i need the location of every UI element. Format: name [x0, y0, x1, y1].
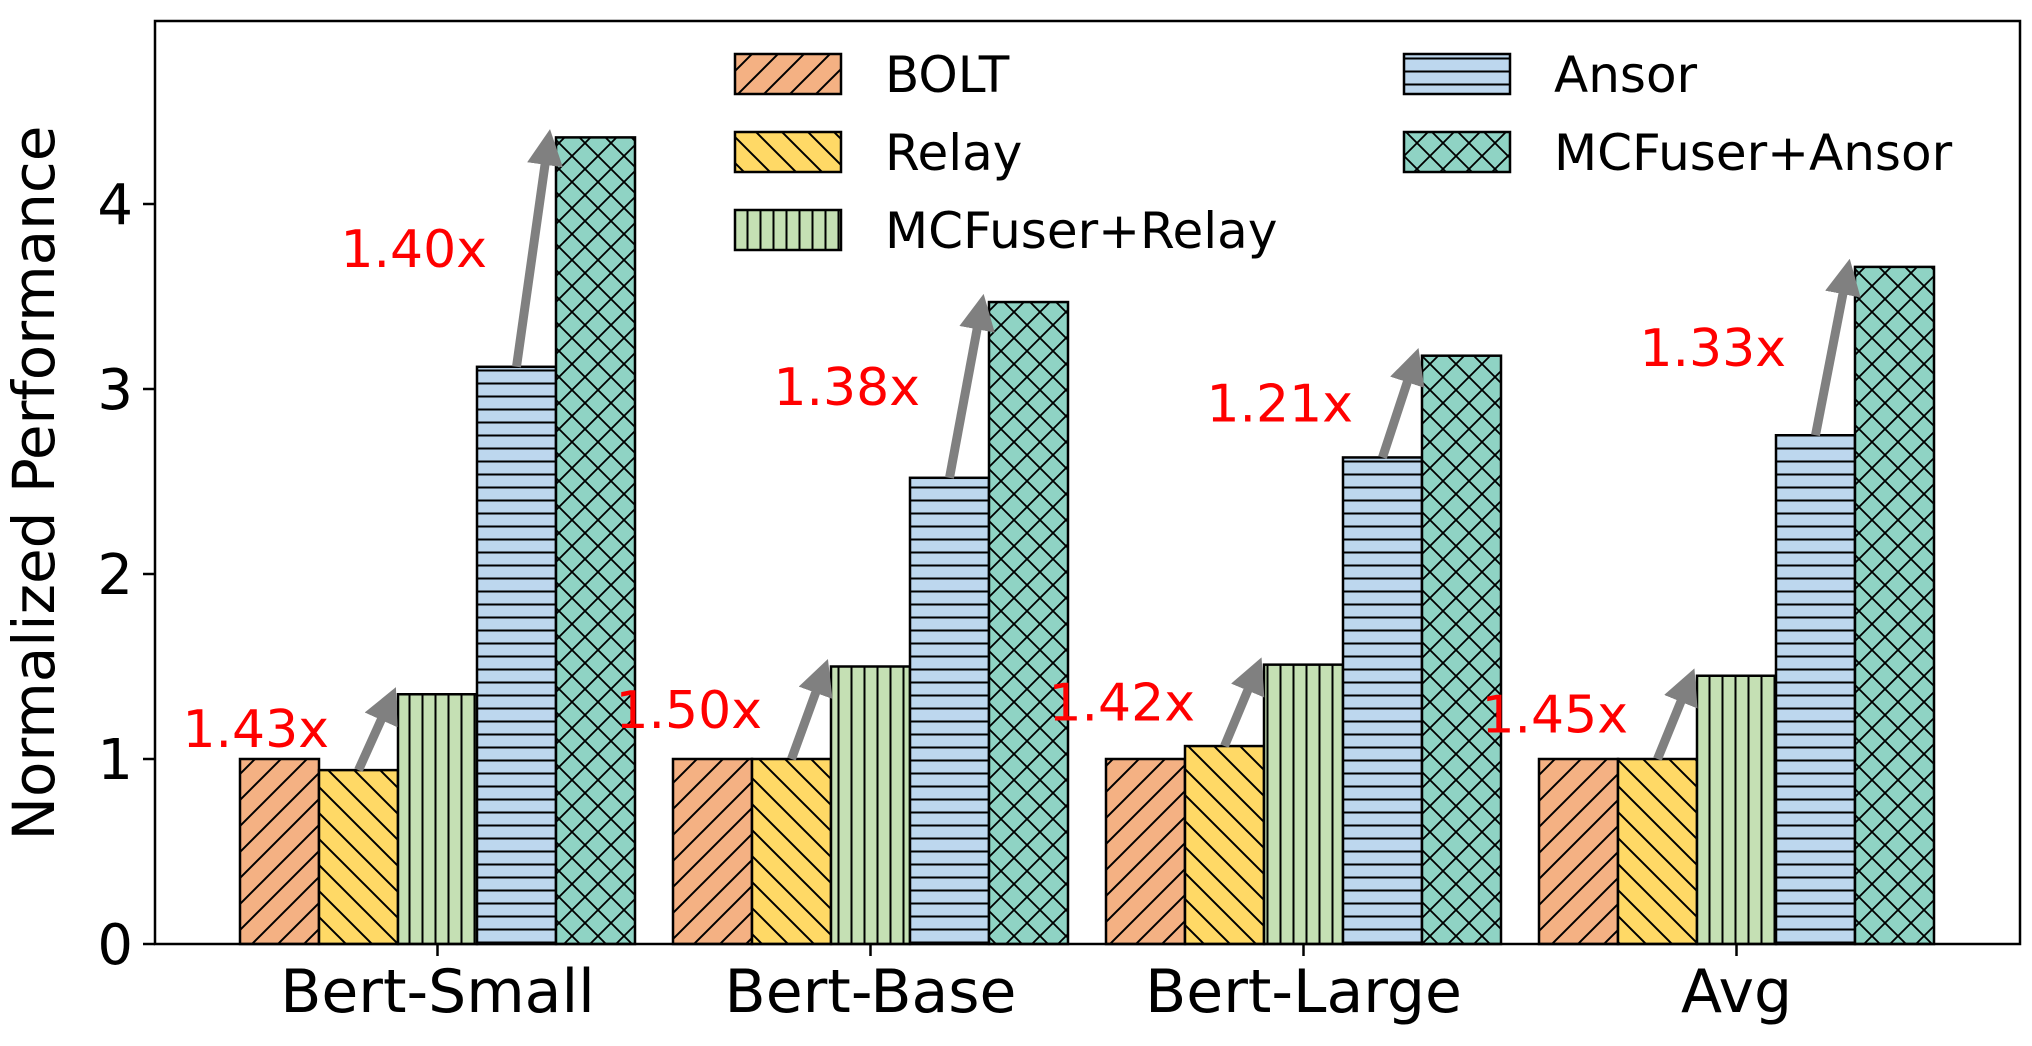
speedup-arrow: [1378, 348, 1425, 459]
speedup-arrow: [512, 129, 563, 368]
speedup-arrow: [1220, 657, 1265, 748]
annotation-arrows: 1.43x 1.40x 1.50x 1.38x 1.42x 1.21x 1.45x 1.33x: [182, 129, 1861, 772]
bar-hatch: [1853, 265, 1936, 946]
y-tick-label: 4: [97, 173, 133, 238]
speedup-label: 1.45x: [1481, 685, 1628, 745]
bar-hatch: [987, 300, 1070, 946]
legend-label: Ansor: [1554, 46, 1698, 104]
bar-hatch: [238, 757, 321, 946]
bar-hatch: [1183, 744, 1266, 946]
bar-hatch: [1341, 456, 1424, 946]
x-tick-label: Avg: [1681, 957, 1792, 1027]
bar-hatch: [750, 757, 833, 946]
legend-swatch-hatch: [1402, 52, 1512, 96]
y-axis-label: Normalized Performance: [0, 126, 68, 841]
speedup-arrow: [1653, 668, 1698, 761]
bar-hatch: [1420, 354, 1503, 946]
bar-hatch: [475, 365, 558, 946]
legend-swatch-hatch: [733, 52, 843, 96]
bar-hatch: [1616, 757, 1699, 946]
y-tick-label: 1: [97, 728, 133, 793]
speedup-label: 1.42x: [1048, 673, 1195, 733]
legend-label: BOLT: [885, 46, 1010, 104]
legend-swatch-hatch: [733, 130, 843, 174]
plot-frame: [153, 19, 2022, 946]
legend-label: Relay: [885, 124, 1022, 182]
x-tick-label: Bert-Large: [1145, 957, 1462, 1027]
y-tick-label: 3: [97, 358, 133, 423]
y-tick-label: 0: [97, 913, 133, 978]
bar-hatch: [317, 768, 400, 946]
legend-label: MCFuser+Relay: [885, 202, 1277, 260]
speedup-label: 1.21x: [1206, 375, 1353, 435]
bar-hatch: [1774, 434, 1857, 946]
bar-hatch: [396, 693, 479, 946]
bar-hatch: [1104, 757, 1187, 946]
y-tick-label: 2: [97, 543, 133, 608]
legend-swatch-hatch: [733, 208, 843, 252]
speedup-arrow: [1811, 258, 1861, 437]
speedup-label: 1.43x: [182, 700, 329, 760]
speedup-arrow: [787, 658, 833, 761]
x-tick-label: Bert-Base: [725, 957, 1017, 1027]
bar-hatch: [1262, 663, 1345, 946]
bar-hatch: [671, 757, 754, 946]
bar-hatch: [908, 476, 991, 946]
legend-label: MCFuser+Ansor: [1554, 124, 1953, 182]
speedup-label: 1.33x: [1639, 319, 1786, 379]
speedup-arrow: [354, 687, 398, 772]
speedup-arrow: [945, 293, 995, 479]
speedup-label: 1.50x: [615, 681, 762, 741]
speedup-label: 1.38x: [773, 358, 920, 418]
speedup-label: 1.40x: [340, 220, 487, 280]
x-tick-label: Bert-Small: [280, 957, 595, 1027]
legend: BOLT Relay MCFuser+Relay Ansor MCFuser+Ansor: [733, 46, 1953, 260]
bar-hatch: [554, 136, 637, 946]
legend-swatch-hatch: [1402, 130, 1512, 174]
bar-hatch: [1695, 674, 1778, 946]
axes: 0 1 2 3 4 Bert-Small Bert-Base Bert-Large Avg: [97, 19, 2022, 1027]
bar-hatch: [1537, 757, 1620, 946]
bars-layer: [238, 136, 1936, 946]
bar-hatch: [829, 665, 912, 946]
